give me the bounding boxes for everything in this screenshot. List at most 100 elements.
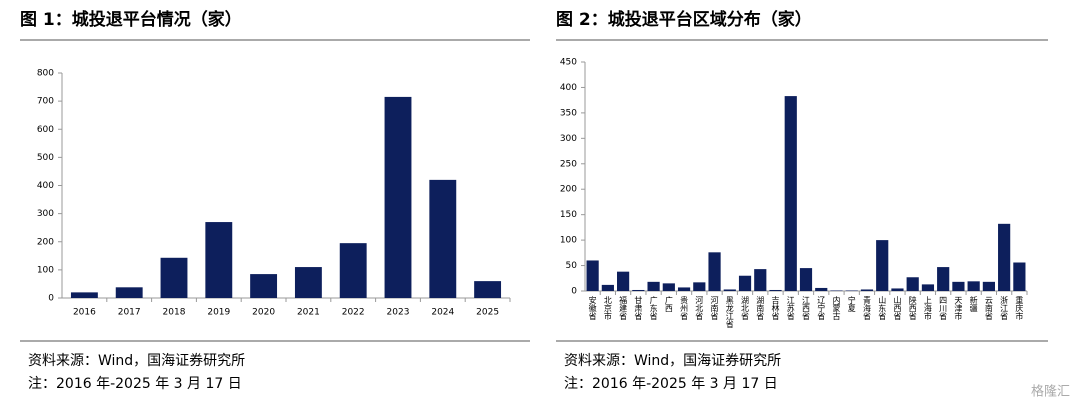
bar xyxy=(474,281,502,298)
x-tick-label: 河南省 xyxy=(710,295,719,321)
x-tick-label: 辽宁省 xyxy=(817,296,826,321)
bar xyxy=(1013,262,1026,291)
y-tick-label: 800 xyxy=(37,69,54,79)
y-tick-label: 200 xyxy=(560,185,577,195)
x-tick-label: 福建省 xyxy=(619,296,628,321)
y-tick-label: 450 xyxy=(560,58,577,68)
bar xyxy=(601,284,614,291)
x-tick-label: 四川省 xyxy=(939,296,948,321)
x-tick-label: 天津市 xyxy=(954,296,963,321)
x-tick-label: 2020 xyxy=(252,308,275,318)
x-tick-label: 上海市 xyxy=(923,296,932,321)
x-tick-label: 陕西省 xyxy=(908,295,917,321)
x-tick-label: 山东省 xyxy=(878,295,887,321)
x-tick-label: 北京市 xyxy=(603,296,612,321)
x-tick-label: 2017 xyxy=(118,308,141,318)
x-tick-label: 2016 xyxy=(73,308,96,318)
bar xyxy=(429,179,457,298)
bar xyxy=(921,284,935,291)
bar xyxy=(294,267,322,298)
y-tick-label: 300 xyxy=(560,134,577,144)
bar xyxy=(617,271,630,291)
x-tick-label: 青海省 xyxy=(862,295,871,321)
x-tick-label: 山西省 xyxy=(893,295,902,321)
y-tick-label: 150 xyxy=(560,210,577,220)
bar xyxy=(160,257,188,298)
bar xyxy=(708,252,721,291)
y-tick-label: 250 xyxy=(560,159,577,169)
bar xyxy=(891,288,904,291)
y-tick-label: 700 xyxy=(37,97,54,107)
y-tick-label: 400 xyxy=(37,181,54,191)
bar xyxy=(769,289,782,291)
bar xyxy=(205,222,233,298)
y-tick-label: 350 xyxy=(560,108,577,118)
y-tick-label: 200 xyxy=(37,237,54,247)
x-tick-label: 内蒙古 xyxy=(832,295,841,321)
bar xyxy=(799,268,813,291)
x-tick-label: 广西 xyxy=(664,295,673,313)
y-tick-label: 0 xyxy=(571,287,577,297)
x-tick-label: 江西省 xyxy=(802,296,811,321)
x-tick-label: 吉林省 xyxy=(771,296,780,321)
x-tick-label: 湖北省 xyxy=(741,296,750,321)
x-tick-label: 2022 xyxy=(342,308,365,318)
watermark: 格隆汇 xyxy=(1031,384,1070,400)
chart-title: 图 2：城投退平台区域分布（家） xyxy=(556,9,812,30)
y-tick-label: 400 xyxy=(560,83,577,93)
bar xyxy=(384,96,412,298)
bar xyxy=(937,267,950,291)
x-tick-label: 黑龙江省 xyxy=(725,296,734,329)
bar xyxy=(876,240,889,291)
y-tick-label: 0 xyxy=(48,294,54,304)
bar xyxy=(998,223,1011,291)
bar xyxy=(982,281,995,291)
x-tick-label: 2019 xyxy=(207,308,230,318)
bar xyxy=(339,243,367,298)
bar xyxy=(784,96,797,292)
x-tick-label: 2021 xyxy=(297,308,320,318)
y-tick-label: 100 xyxy=(560,236,577,246)
note: 注：2016 年-2025 年 3 月 17 日 xyxy=(28,376,242,392)
x-tick-label: 浙江省 xyxy=(1000,295,1009,321)
x-tick-label: 新疆 xyxy=(969,295,978,313)
bar xyxy=(677,287,691,291)
bar xyxy=(845,290,858,291)
x-tick-label: 湖南省 xyxy=(756,296,765,321)
bar xyxy=(632,289,645,291)
x-tick-label: 贵州省 xyxy=(680,295,689,321)
bar xyxy=(115,287,143,298)
x-tick-label: 江苏省 xyxy=(786,296,795,321)
bar xyxy=(815,287,828,291)
bar xyxy=(723,289,736,291)
x-tick-label: 安徽省 xyxy=(588,295,597,321)
source: 资料来源：Wind，国海证券研究所 xyxy=(564,353,781,369)
y-tick-label: 500 xyxy=(37,153,54,163)
y-tick-label: 300 xyxy=(37,209,54,219)
bar xyxy=(738,275,752,291)
x-tick-label: 重庆市 xyxy=(1015,295,1024,321)
x-tick-label: 2025 xyxy=(476,308,499,318)
y-tick-label: 600 xyxy=(37,125,54,135)
x-tick-label: 广东省 xyxy=(649,295,658,321)
bar xyxy=(647,281,660,291)
bar xyxy=(830,290,843,291)
chart-title: 图 1：城投退平台情况（家） xyxy=(20,9,242,30)
bar xyxy=(586,260,599,291)
x-tick-label: 甘肃省 xyxy=(634,295,643,321)
note: 注：2016 年-2025 年 3 月 17 日 xyxy=(564,376,778,392)
y-tick-label: 100 xyxy=(37,265,54,275)
x-tick-label: 2024 xyxy=(431,308,454,318)
x-tick-label: 2018 xyxy=(163,308,186,318)
bar xyxy=(906,277,919,291)
bar xyxy=(860,289,874,291)
source: 资料来源：Wind，国海证券研究所 xyxy=(28,353,245,369)
x-tick-label: 云南省 xyxy=(984,296,993,321)
bar xyxy=(952,281,965,291)
x-tick-label: 宁夏 xyxy=(847,295,856,312)
bar xyxy=(70,292,98,298)
y-tick-label: 50 xyxy=(566,261,578,271)
bar xyxy=(693,282,706,291)
bar xyxy=(250,274,278,298)
